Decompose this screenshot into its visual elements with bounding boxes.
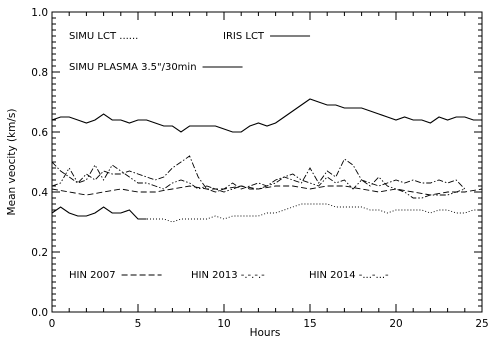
series-hin-2014 [51,164,465,199]
plot-frame [51,11,483,313]
series-hin-2013 [51,155,466,193]
legend-label-iris-lct: IRIS LCT [223,31,265,42]
legend-label-hin-2013: HIN 2013 -.-.-.- [191,270,265,281]
series-iris-lct [51,98,482,133]
x-tick-label: 20 [389,318,402,330]
series-simu-plasma [51,206,147,220]
x-tick-label: 15 [303,318,316,330]
x-tick-label: 0 [49,318,56,330]
legend-label-hin-2007: HIN 2007 [69,270,116,281]
legend-label-simu-plasma: SIMU PLASMA 3.5"/30min [69,62,197,73]
series-simu-lct [138,203,482,223]
legend-label-hin-2014: HIN 2014 -...-...- [309,270,389,281]
x-axis-title: Hours [250,327,281,339]
y-tick-label: 0.0 [31,307,48,319]
y-axis-title: Mean veocity (km/s) [6,109,18,216]
y-tick-label: 0.6 [31,127,48,139]
x-tick-label: 10 [217,318,230,330]
axis-ticks: 0 5 10 15 20 25 0.0 0.2 0.4 0.6 0.8 1.0 [31,7,488,330]
legend-label-simu-lct: SIMU LCT ...... [69,31,138,42]
x-tick-label: 25 [475,318,488,330]
legend: SIMU LCT ...... IRIS LCT SIMU PLASMA 3.5"/… [69,31,389,281]
series-layer [51,98,483,223]
series-hin-2007 [51,185,483,196]
x-tick-label: 5 [135,318,142,330]
y-tick-label: 0.4 [31,187,48,199]
y-tick-label: 0.8 [31,67,48,79]
plot-axes [51,11,483,313]
y-tick-label: 0.2 [31,247,48,259]
y-tick-label: 1.0 [31,7,48,19]
